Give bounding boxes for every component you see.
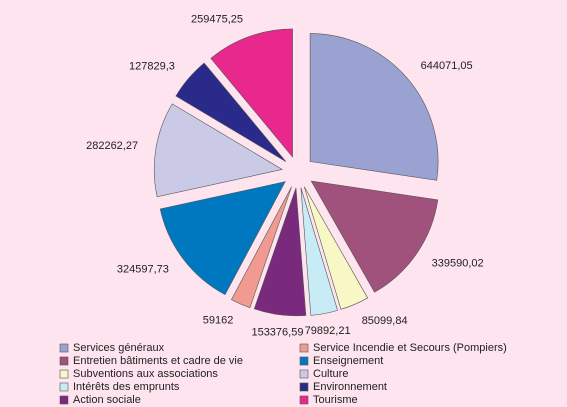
legend-label: Services généraux xyxy=(73,342,165,354)
legend-label: Entretien bâtiments et cadre de vie xyxy=(73,355,243,367)
legend-swatch xyxy=(59,356,69,366)
pie-slice xyxy=(210,28,293,158)
slice-label: 339590,02 xyxy=(432,257,484,269)
legend-label: Tourisme xyxy=(313,394,358,406)
pie-slice xyxy=(310,180,439,293)
legend-label: Service Incendie et Secours (Pompiers) xyxy=(313,342,507,354)
legend-label: Enseignement xyxy=(313,355,383,367)
legend-swatch xyxy=(59,343,69,353)
pie-slice xyxy=(253,187,307,317)
slice-label: 259475,25 xyxy=(191,14,243,26)
slice-label: 59162 xyxy=(203,314,234,326)
legend-label: Action sociale xyxy=(73,394,141,406)
pie-slice xyxy=(175,62,287,162)
legend-label: Subventions aux associations xyxy=(73,368,218,380)
pie-slice xyxy=(231,186,292,309)
slice-label: 644071,05 xyxy=(421,60,473,72)
legend-swatch xyxy=(299,395,309,405)
legend-label: Culture xyxy=(313,368,348,380)
pie-slice xyxy=(304,186,369,310)
pie-slice xyxy=(153,103,284,198)
slice-label: 85099,84 xyxy=(362,315,408,327)
slice-label: 282262,27 xyxy=(86,140,138,152)
legend-label: Environnement xyxy=(313,381,387,393)
legend-swatch xyxy=(59,369,69,379)
legend-swatch xyxy=(299,356,309,366)
slice-label: 324597,73 xyxy=(117,264,169,276)
pie-slice xyxy=(300,187,338,316)
legend-swatch xyxy=(59,395,69,405)
slice-label: 79892,21 xyxy=(305,325,351,337)
slice-label: 153376,59 xyxy=(251,327,303,339)
legend-swatch xyxy=(59,382,69,392)
slice-label: 127829,3 xyxy=(129,61,175,73)
legend-swatch xyxy=(299,369,309,379)
pie-slice xyxy=(309,33,439,181)
legend-swatch xyxy=(299,382,309,392)
pie-slice xyxy=(159,181,286,296)
legend-label: Intérêts des emprunts xyxy=(73,381,180,393)
legend-swatch xyxy=(299,343,309,353)
